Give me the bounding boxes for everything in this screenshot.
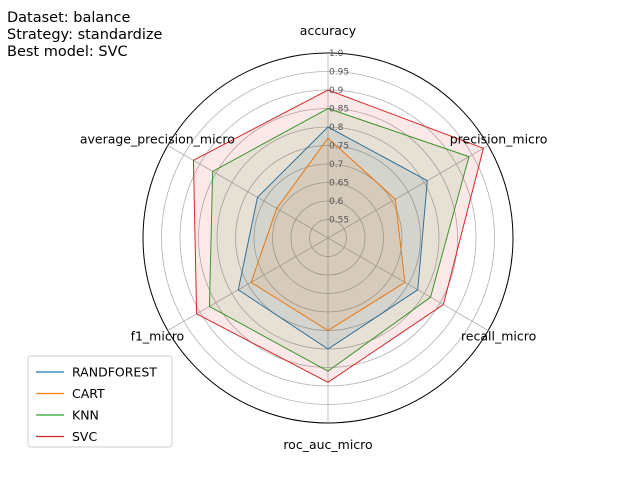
- legend-frame: [27, 355, 173, 448]
- axis-label-f1-micro: f1_micro: [131, 329, 185, 344]
- legend-label-randforest: RANDFOREST: [72, 365, 157, 380]
- radial-tick-label: 0.7: [329, 160, 343, 170]
- legend-label-knn: KNN: [72, 408, 99, 423]
- legend-label-svc: SVC: [72, 429, 97, 444]
- legend: RANDFOREST CART KNN SVC: [27, 355, 173, 448]
- radial-tick-label: 0.55: [329, 216, 349, 226]
- info-line-strategy: Strategy: standardize: [7, 27, 163, 43]
- axis-label-layer: accuracy precision_micro recall_micro roc_a…: [80, 23, 548, 452]
- radial-tick-label: 0.85: [329, 105, 349, 115]
- info-line-dataset: Dataset: balance: [7, 10, 130, 26]
- radial-tick-label: 0.6: [329, 197, 344, 207]
- series-line-cart: [250, 137, 406, 332]
- axis-label-roc-auc-micro: roc_auc_micro: [283, 437, 372, 452]
- axis-label-recall-micro: recall_micro: [461, 329, 536, 344]
- tick-label-layer: 0.55 0.6 0.65 0.7 0.75 0.8 0.85 0.9 0.95 1.0: [329, 49, 349, 226]
- series-fill-cart: [251, 138, 405, 331]
- radial-tick-label: 0.9: [329, 86, 344, 96]
- radial-tick-label: 1.0: [329, 49, 344, 59]
- radial-tick-label: 0.75: [329, 142, 349, 152]
- series-fill-randforest: [238, 127, 428, 349]
- info-line-best-model: Best model: SVC: [7, 44, 128, 60]
- series-line-randforest: [237, 126, 428, 350]
- spoke-line: [327, 145, 489, 239]
- spoke-line: [327, 237, 489, 331]
- series-layer: [192, 89, 485, 383]
- spoke-line: [167, 237, 329, 331]
- radial-tick-label: 0.65: [329, 179, 349, 189]
- axis-label-precision-micro: precision_micro: [450, 132, 548, 147]
- axis-label-accuracy: accuracy: [300, 23, 357, 38]
- series-line-knn: [208, 107, 470, 372]
- series-fill-svc: [193, 90, 484, 383]
- info-text: Dataset: balance Strategy: standardize B…: [7, 10, 163, 60]
- spoke-line: [167, 145, 329, 239]
- legend-label-cart: CART: [72, 386, 105, 401]
- axis-label-average-precision-micro: average_precision_micro: [80, 132, 235, 147]
- series-line-svc: [192, 89, 485, 383]
- radial-tick-label: 0.95: [329, 68, 349, 78]
- series-fill-knn: [209, 108, 469, 372]
- radial-tick-label: 0.8: [329, 123, 344, 133]
